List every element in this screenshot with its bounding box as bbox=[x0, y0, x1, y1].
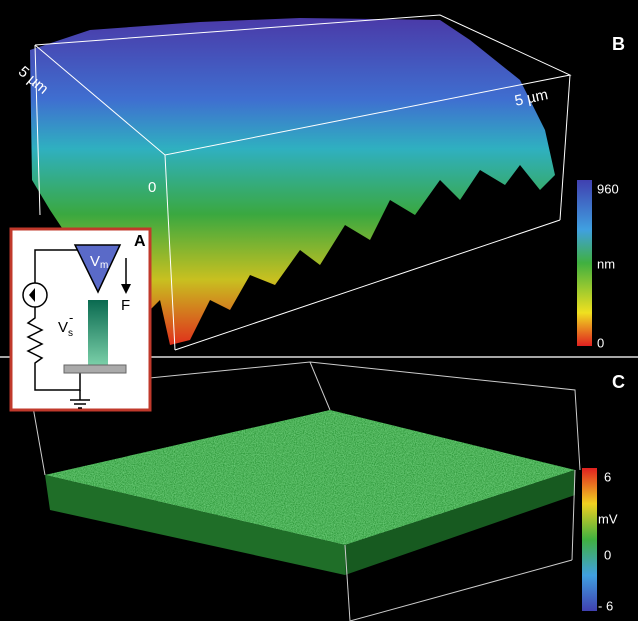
surface-c bbox=[45, 410, 575, 545]
sample-voltage: Vs - bbox=[58, 310, 73, 338]
panel-label: B bbox=[612, 34, 625, 54]
panel-a: Vm Vs - F A bbox=[9, 227, 152, 412]
force-label: F bbox=[121, 297, 130, 314]
symbol: V bbox=[90, 253, 100, 270]
colorbar bbox=[582, 468, 597, 611]
force-arrowhead bbox=[121, 284, 131, 294]
box-c-front bbox=[344, 469, 576, 621]
colorbar-label: - 6 bbox=[598, 598, 613, 613]
box-line bbox=[309, 361, 331, 411]
colorbar-label: 6 bbox=[604, 469, 611, 484]
subscript: s bbox=[68, 328, 73, 339]
resistor bbox=[26, 307, 81, 391]
colorbar bbox=[577, 180, 592, 346]
panel-label: C bbox=[612, 372, 625, 392]
surface-c-side bbox=[345, 470, 575, 575]
amplifier bbox=[73, 244, 122, 294]
colorbar-label: nm bbox=[597, 256, 615, 271]
box-line bbox=[164, 154, 176, 351]
surface-c-side bbox=[45, 475, 345, 575]
colorbar-label: 960 bbox=[597, 181, 619, 196]
box-line bbox=[559, 74, 571, 221]
subscript: m bbox=[100, 260, 108, 271]
colorbar-label: 0 bbox=[597, 335, 604, 350]
box-line bbox=[174, 219, 561, 351]
axis-label: 0 bbox=[148, 179, 156, 196]
colorbar-label: mV bbox=[598, 511, 618, 526]
box-line bbox=[29, 361, 581, 471]
axis-label: 5 µm bbox=[513, 86, 549, 110]
amplifier-label: Vm bbox=[90, 253, 108, 271]
surface-b bbox=[30, 18, 555, 345]
superscript: - bbox=[69, 310, 73, 325]
panel-c: 6 mV 0 - 6 C bbox=[29, 361, 625, 621]
sample-plate bbox=[63, 364, 127, 374]
colorbar-label: 0 bbox=[604, 547, 611, 562]
box-b bbox=[34, 14, 572, 351]
box-line bbox=[349, 559, 573, 621]
source-arrow bbox=[29, 288, 35, 302]
box-line bbox=[34, 44, 41, 216]
box-line bbox=[571, 469, 576, 561]
panel-b: 5 µm 5 µm 0 960 nm 0 B bbox=[15, 14, 625, 351]
box-line bbox=[344, 544, 351, 621]
panel-label: A bbox=[134, 233, 146, 250]
tip bbox=[88, 300, 108, 365]
symbol: V bbox=[58, 319, 68, 336]
